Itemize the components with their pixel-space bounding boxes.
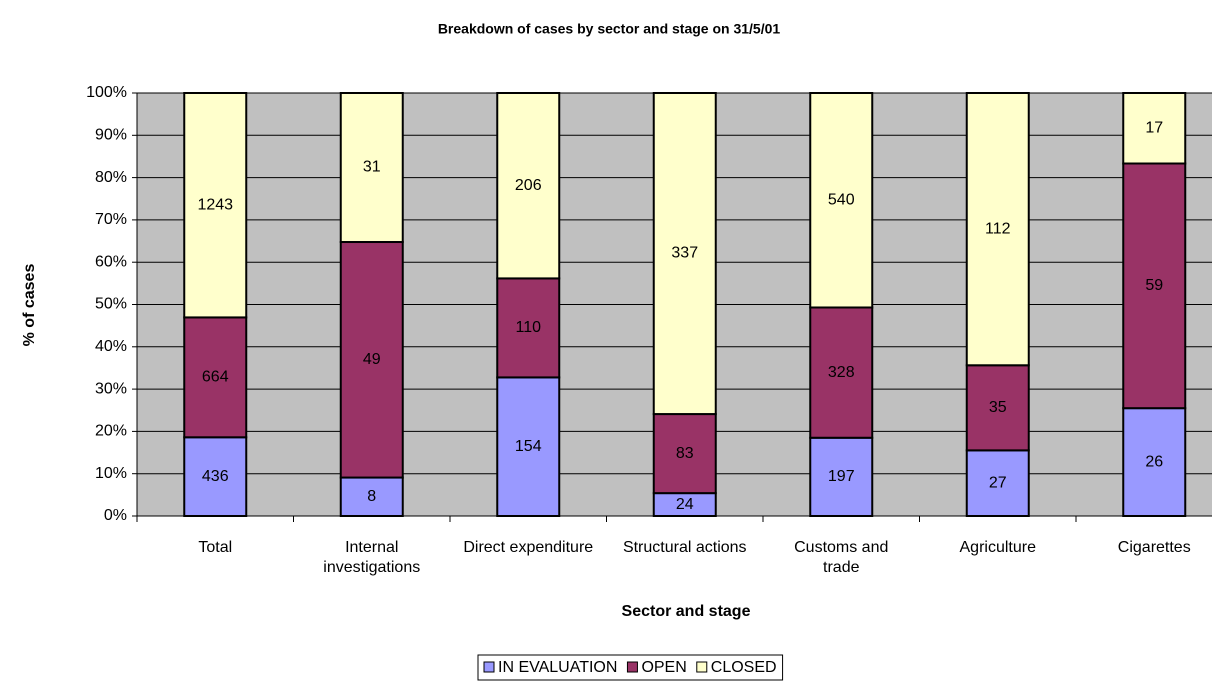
chart-title: Breakdown of cases by sector and stage o… [438, 21, 781, 37]
bar-segment [183, 92, 248, 319]
bar-segment [809, 306, 874, 439]
x-tick-label: Total [198, 539, 233, 556]
data-label: 154 [515, 438, 542, 455]
data-label: 83 [676, 445, 694, 462]
bar-segment [809, 436, 874, 518]
y-tick-label: 20% [95, 423, 127, 440]
legend-swatch [626, 661, 638, 673]
y-tick-label: 30% [95, 380, 127, 397]
bar-segment [1122, 162, 1187, 410]
data-label: 27 [989, 474, 1007, 491]
bar-segment [339, 92, 404, 244]
data-label: 24 [676, 496, 694, 513]
data-label: 35 [989, 399, 1007, 416]
bar-segment [496, 92, 561, 280]
data-label: 49 [363, 351, 381, 368]
y-tick-label: 50% [95, 296, 127, 313]
y-tick-label: 10% [95, 465, 127, 482]
legend-swatch [696, 661, 708, 673]
legend-label: CLOSED [711, 659, 777, 676]
bar-segment [652, 413, 717, 495]
legend-swatch [483, 661, 495, 673]
y-tick-label: 0% [104, 507, 127, 524]
data-label: 540 [828, 191, 855, 208]
x-tick-label: Agriculture [959, 539, 1036, 556]
bar-segment [183, 316, 248, 439]
data-label: 436 [202, 468, 229, 485]
x-tick-label: Internal investigations [323, 539, 421, 576]
bar-segment [339, 241, 404, 479]
data-label: 59 [1145, 277, 1163, 294]
y-tick-label: 80% [95, 169, 127, 186]
y-tick-label: 40% [95, 338, 127, 355]
data-label: 337 [671, 245, 698, 262]
x-tick-label: Cigarettes [1117, 539, 1191, 556]
data-label: 664 [202, 369, 229, 386]
data-label: 26 [1145, 453, 1163, 470]
y-tick-label: 60% [95, 253, 127, 270]
data-label: 17 [1145, 119, 1163, 136]
legend-label: OPEN [641, 659, 686, 676]
data-label: 328 [828, 364, 855, 381]
x-tick-label: Structural actions [622, 539, 747, 556]
x-tick-label: Customs and trade [794, 539, 889, 576]
y-axis-label: % of cases [21, 264, 38, 347]
bar-segment [965, 364, 1030, 452]
y-tick-label: 100% [86, 84, 127, 101]
data-label: 110 [515, 319, 541, 336]
data-label: 112 [985, 220, 1011, 237]
x-axis-label: Sector and stage [622, 603, 751, 620]
bar-segment [652, 92, 717, 416]
bar-segment [809, 92, 874, 309]
data-label: 197 [828, 468, 855, 485]
bar-segment [1122, 92, 1187, 165]
data-label: 8 [367, 488, 376, 505]
bar-segment [496, 376, 561, 517]
legend-label: IN EVALUATION [498, 659, 617, 676]
y-tick-label: 70% [95, 211, 127, 228]
data-label: 31 [363, 159, 381, 176]
data-label: 1243 [197, 196, 233, 213]
bar-segment [965, 92, 1030, 367]
bar-segment [339, 476, 404, 517]
x-tick-label: Direct expenditure [463, 539, 594, 556]
y-tick-label: 90% [95, 127, 127, 144]
data-label: 206 [515, 177, 542, 194]
